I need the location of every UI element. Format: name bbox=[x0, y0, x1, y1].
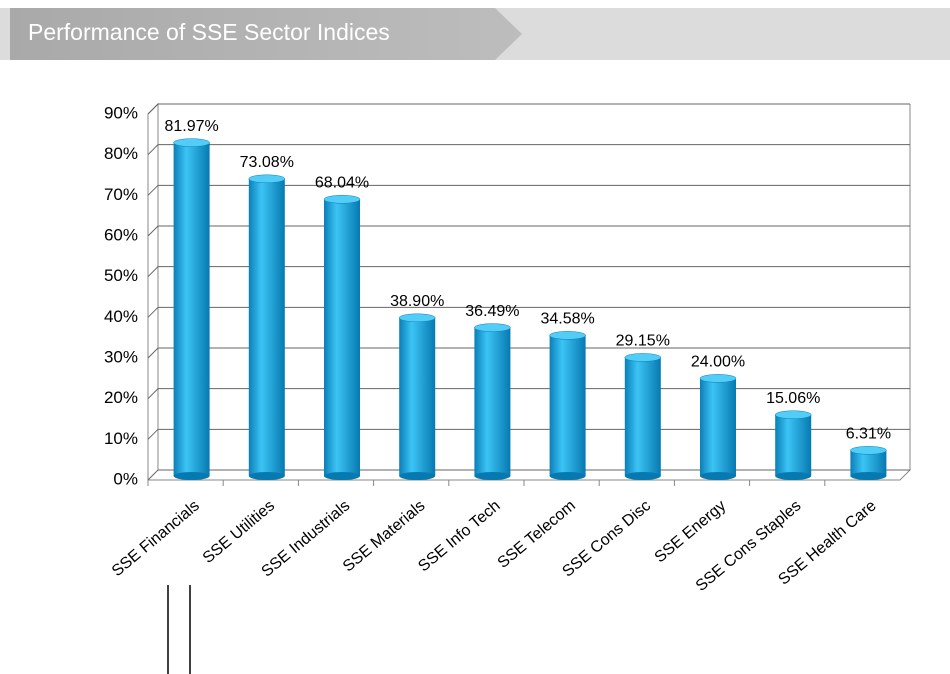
side-wall bbox=[147, 102, 159, 480]
bar-base bbox=[399, 472, 436, 480]
bar-top bbox=[474, 323, 511, 332]
bar bbox=[474, 327, 511, 476]
y-tick-label: 80% bbox=[104, 144, 138, 163]
x-tick-label: SSE Financials bbox=[109, 497, 203, 580]
bar-base bbox=[624, 472, 661, 480]
bar-top bbox=[173, 138, 210, 147]
y-tick-label: 50% bbox=[104, 266, 138, 285]
bar bbox=[624, 357, 661, 476]
bar bbox=[775, 414, 812, 476]
grid-line bbox=[147, 184, 910, 196]
value-label: 34.58% bbox=[540, 311, 594, 328]
grid-line bbox=[147, 347, 910, 359]
bar bbox=[324, 199, 360, 476]
grid-line bbox=[147, 306, 910, 318]
value-label: 73.08% bbox=[240, 154, 294, 171]
bar bbox=[248, 178, 285, 477]
bar-base bbox=[549, 472, 586, 480]
bar-base bbox=[775, 472, 812, 480]
bar-top bbox=[774, 410, 812, 420]
value-label: 6.31% bbox=[846, 426, 891, 443]
grid-line bbox=[147, 103, 910, 115]
value-label: 29.15% bbox=[616, 333, 670, 350]
bar-base bbox=[700, 472, 736, 480]
x-tick-label: SSE Info Tech bbox=[415, 497, 503, 575]
bar-base bbox=[850, 472, 887, 480]
grid-line bbox=[147, 225, 910, 237]
y-tick-label: 70% bbox=[104, 185, 138, 204]
bar bbox=[700, 378, 736, 476]
y-tick-label: 0% bbox=[113, 469, 138, 488]
y-tick-label: 60% bbox=[104, 225, 138, 244]
value-label: 24.00% bbox=[691, 354, 745, 371]
bar bbox=[173, 142, 210, 476]
bar bbox=[399, 317, 436, 476]
x-tick-label: SSE Materials bbox=[340, 497, 429, 575]
bar-base bbox=[324, 472, 360, 480]
y-tick-label: 30% bbox=[104, 347, 138, 366]
header-tab bbox=[10, 8, 522, 60]
y-tick-label: 90% bbox=[104, 103, 138, 122]
grid-line bbox=[147, 144, 910, 156]
bar bbox=[850, 450, 887, 476]
y-tick-label: 20% bbox=[104, 388, 138, 407]
y-tick-label: 10% bbox=[104, 429, 138, 448]
bar-top bbox=[549, 331, 586, 340]
bar-top bbox=[323, 195, 361, 204]
value-label: 15.06% bbox=[766, 390, 820, 407]
chart-title: Performance of SSE Sector Indices bbox=[28, 19, 390, 45]
value-label: 68.04% bbox=[315, 175, 369, 192]
bar-top bbox=[398, 313, 436, 323]
bar-base bbox=[173, 472, 210, 480]
bar-base bbox=[248, 472, 285, 480]
value-label: 36.49% bbox=[465, 303, 519, 320]
y-tick-label: 40% bbox=[104, 307, 138, 326]
x-tick-label: SSE Utilities bbox=[200, 497, 278, 567]
bar bbox=[549, 335, 586, 476]
bar-base bbox=[474, 472, 511, 480]
x-tick-label: SSE Energy bbox=[652, 497, 730, 566]
bar-top bbox=[248, 174, 286, 184]
bar-top bbox=[850, 446, 887, 455]
value-label: 81.97% bbox=[164, 118, 218, 135]
value-label: 38.90% bbox=[390, 293, 444, 310]
grid-line bbox=[147, 266, 910, 278]
bar-top bbox=[699, 374, 737, 383]
bar-top bbox=[624, 353, 662, 362]
